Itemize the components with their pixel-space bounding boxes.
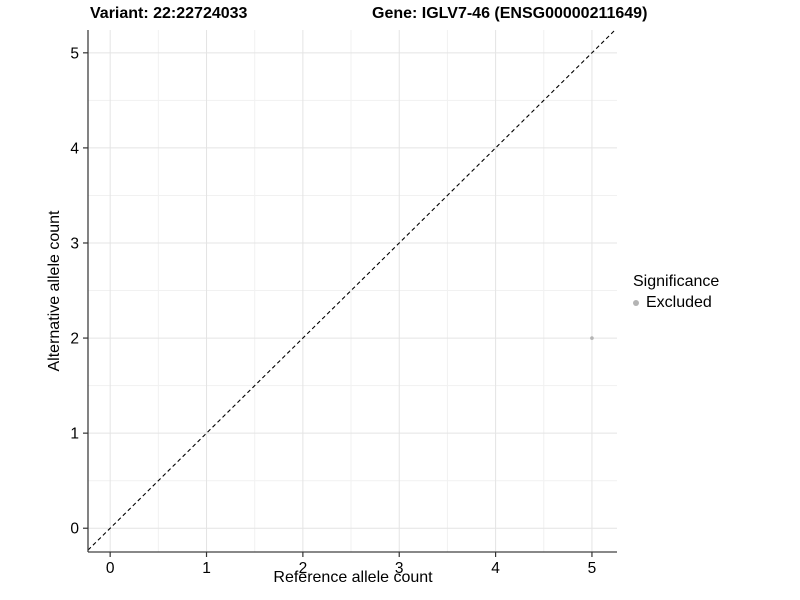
y-tick-label: 4 bbox=[70, 140, 79, 157]
identity-dashed-line bbox=[87, 29, 616, 551]
legend-entry-label: Excluded bbox=[646, 294, 712, 311]
data-point bbox=[590, 336, 594, 340]
x-tick-label: 1 bbox=[202, 560, 211, 577]
legend: Significance Excluded bbox=[633, 273, 719, 312]
excluded-point-icon bbox=[633, 300, 639, 306]
gene-title: Gene: IGLV7-46 (ENSG00000211649) bbox=[372, 5, 648, 22]
legend-entry: Excluded bbox=[633, 294, 719, 312]
variant-title: Variant: 22:22724033 bbox=[90, 5, 248, 22]
x-tick-label: 5 bbox=[588, 560, 597, 577]
legend-title: Significance bbox=[633, 273, 720, 290]
y-axis-label: Alternative allele count bbox=[46, 210, 63, 372]
y-tick-label: 5 bbox=[70, 45, 79, 62]
y-tick-label: 2 bbox=[70, 331, 79, 348]
y-tick-label: 0 bbox=[70, 521, 79, 538]
x-axis-label: Reference allele count bbox=[273, 569, 433, 586]
x-tick-label: 0 bbox=[106, 560, 115, 577]
x-tick-label: 4 bbox=[491, 560, 500, 577]
x-tick-label: 3 bbox=[395, 560, 404, 577]
y-tick-label: 1 bbox=[70, 426, 79, 443]
y-tick-label: 3 bbox=[70, 235, 79, 252]
x-tick-label: 2 bbox=[299, 560, 308, 577]
